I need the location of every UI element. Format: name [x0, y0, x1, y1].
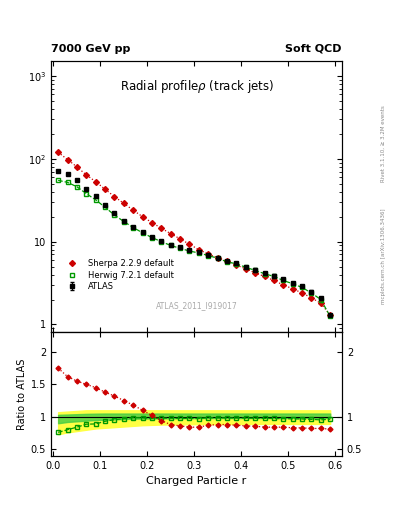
Text: ATLAS_2011_I919017: ATLAS_2011_I919017 — [156, 301, 237, 310]
Sherpa 2.2.9 default — [206, 251, 211, 257]
Sherpa 2.2.9 default — [234, 262, 239, 268]
Sherpa 2.2.9 default — [140, 214, 145, 220]
Herwig 7.2.1 default — [225, 259, 230, 265]
Herwig 7.2.1 default — [187, 248, 192, 254]
Herwig 7.2.1 default — [253, 267, 257, 273]
Sherpa 2.2.9 default — [309, 295, 314, 301]
Sherpa 2.2.9 default — [328, 312, 332, 318]
Herwig 7.2.1 default — [65, 179, 70, 185]
Sherpa 2.2.9 default — [93, 179, 98, 185]
Herwig 7.2.1 default — [262, 271, 267, 277]
Sherpa 2.2.9 default — [187, 241, 192, 247]
Text: mcplots.cern.ch [arXiv:1306.3436]: mcplots.cern.ch [arXiv:1306.3436] — [381, 208, 386, 304]
Herwig 7.2.1 default — [131, 224, 136, 230]
Herwig 7.2.1 default — [272, 273, 276, 280]
Herwig 7.2.1 default — [150, 234, 154, 241]
Sherpa 2.2.9 default — [196, 247, 201, 253]
Line: Herwig 7.2.1 default: Herwig 7.2.1 default — [56, 178, 332, 319]
Sherpa 2.2.9 default — [159, 225, 163, 231]
Herwig 7.2.1 default — [215, 255, 220, 261]
Text: Radial profile$\rho$ (track jets): Radial profile$\rho$ (track jets) — [119, 78, 274, 95]
Sherpa 2.2.9 default — [131, 207, 136, 213]
Herwig 7.2.1 default — [75, 184, 79, 190]
Sherpa 2.2.9 default — [272, 278, 276, 284]
Herwig 7.2.1 default — [328, 313, 332, 319]
Sherpa 2.2.9 default — [56, 149, 61, 155]
Sherpa 2.2.9 default — [84, 172, 89, 178]
Herwig 7.2.1 default — [281, 278, 286, 284]
Herwig 7.2.1 default — [159, 239, 163, 245]
Sherpa 2.2.9 default — [281, 282, 286, 288]
Herwig 7.2.1 default — [168, 242, 173, 248]
Sherpa 2.2.9 default — [253, 270, 257, 276]
X-axis label: Charged Particle r: Charged Particle r — [146, 476, 247, 486]
Herwig 7.2.1 default — [56, 177, 61, 183]
Herwig 7.2.1 default — [121, 219, 126, 225]
Sherpa 2.2.9 default — [318, 300, 323, 306]
Herwig 7.2.1 default — [93, 197, 98, 203]
Sherpa 2.2.9 default — [150, 220, 154, 226]
Herwig 7.2.1 default — [318, 296, 323, 303]
Sherpa 2.2.9 default — [178, 236, 182, 242]
Sherpa 2.2.9 default — [290, 286, 295, 292]
Herwig 7.2.1 default — [103, 204, 107, 210]
Herwig 7.2.1 default — [84, 190, 89, 197]
Herwig 7.2.1 default — [178, 245, 182, 251]
Herwig 7.2.1 default — [112, 212, 117, 218]
Herwig 7.2.1 default — [206, 252, 211, 259]
Herwig 7.2.1 default — [234, 261, 239, 267]
Sherpa 2.2.9 default — [103, 186, 107, 193]
Text: 7000 GeV pp: 7000 GeV pp — [51, 44, 130, 54]
Sherpa 2.2.9 default — [168, 230, 173, 237]
Text: Rivet 3.1.10, ≥ 3.2M events: Rivet 3.1.10, ≥ 3.2M events — [381, 105, 386, 182]
Sherpa 2.2.9 default — [65, 157, 70, 163]
Sherpa 2.2.9 default — [225, 258, 230, 264]
Sherpa 2.2.9 default — [75, 164, 79, 170]
Sherpa 2.2.9 default — [243, 266, 248, 272]
Herwig 7.2.1 default — [309, 290, 314, 296]
Sherpa 2.2.9 default — [300, 290, 305, 296]
Herwig 7.2.1 default — [300, 284, 305, 290]
Herwig 7.2.1 default — [140, 230, 145, 236]
Line: Sherpa 2.2.9 default: Sherpa 2.2.9 default — [56, 150, 332, 317]
Legend: Sherpa 2.2.9 default, Herwig 7.2.1 default, ATLAS: Sherpa 2.2.9 default, Herwig 7.2.1 defau… — [61, 258, 175, 293]
Herwig 7.2.1 default — [290, 281, 295, 287]
Herwig 7.2.1 default — [243, 264, 248, 270]
Text: Soft QCD: Soft QCD — [285, 44, 342, 54]
Herwig 7.2.1 default — [196, 250, 201, 256]
Sherpa 2.2.9 default — [121, 200, 126, 206]
Sherpa 2.2.9 default — [112, 194, 117, 200]
Sherpa 2.2.9 default — [262, 273, 267, 280]
Y-axis label: Ratio to ATLAS: Ratio to ATLAS — [17, 358, 27, 430]
Sherpa 2.2.9 default — [215, 254, 220, 261]
